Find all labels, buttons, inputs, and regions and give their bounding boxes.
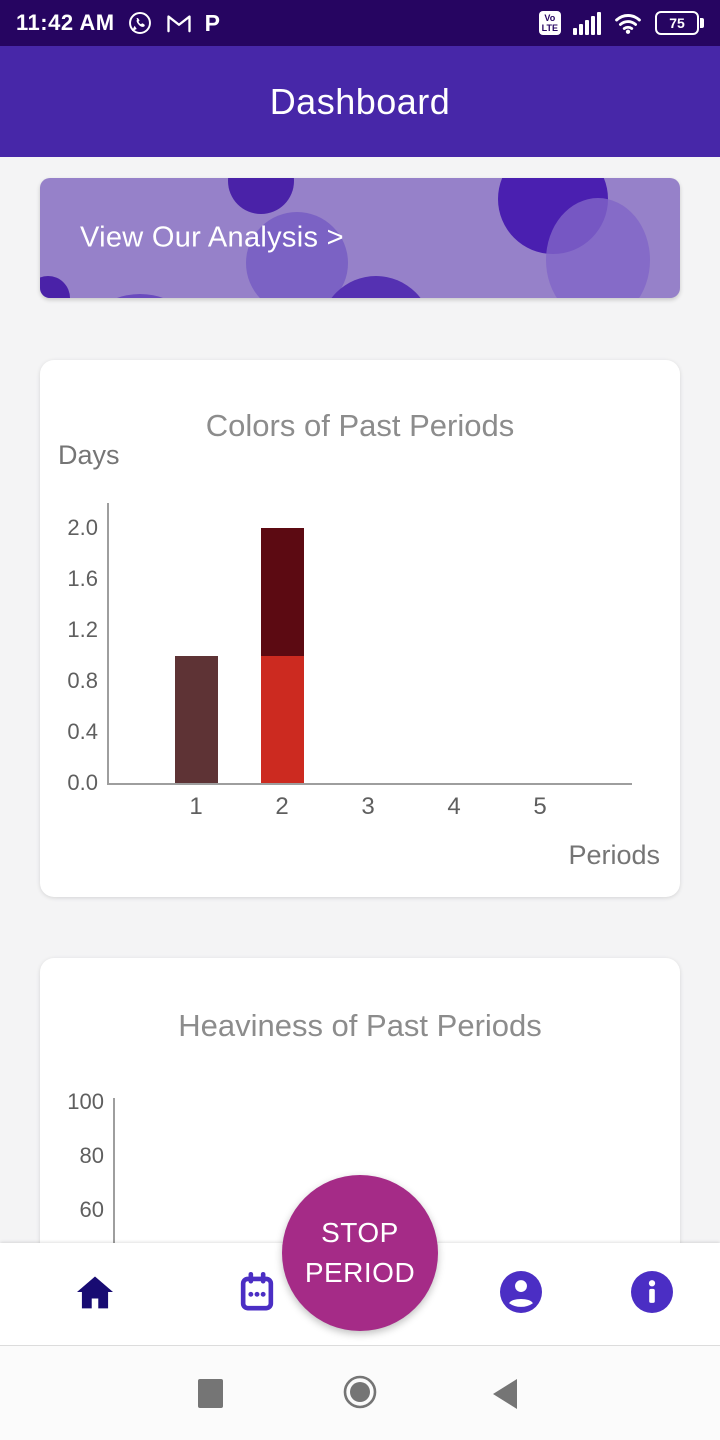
calendar-icon [238, 1271, 276, 1317]
fab-line1: STOP [321, 1217, 399, 1248]
y-tick-label: 60 [79, 1197, 104, 1222]
heaviness-chart-plot: 100 80 60 [40, 958, 680, 1338]
x-tick-label: 5 [533, 793, 547, 820]
home-icon [75, 1274, 115, 1315]
y-tick-label: 2.0 [67, 515, 98, 540]
p-app-icon: P [204, 9, 220, 36]
battery-percent: 75 [669, 15, 685, 31]
x-tick-label: 2 [275, 793, 289, 820]
android-nav-bar [0, 1345, 720, 1440]
square-icon [197, 1379, 223, 1408]
page-title: Dashboard [269, 80, 451, 122]
banner-bubble [546, 198, 650, 298]
y-tick-label: 80 [79, 1143, 104, 1168]
y-axis-label: Days [58, 440, 120, 470]
android-home-button[interactable] [305, 1346, 415, 1440]
chart-title: Heaviness of Past Periods [178, 1008, 542, 1043]
profile-icon [500, 1270, 542, 1318]
status-bar: 11:42 AM P Vo LTE 75 [0, 0, 720, 46]
nav-profile-button[interactable] [476, 1243, 566, 1345]
app-bar: Dashboard [0, 46, 720, 157]
banner-bubble [40, 276, 70, 298]
y-tick-label: 1.6 [67, 566, 98, 591]
colors-chart-card: Colors of Past Periods Days 2.0 1.6 1.2 0.8… [40, 360, 680, 897]
x-axis-label: Periods [568, 840, 660, 870]
stop-period-button[interactable]: STOP PERIOD [282, 1175, 438, 1331]
clock: 11:42 AM [16, 10, 115, 35]
volte-badge: Vo LTE [538, 11, 561, 35]
bar-segment [260, 528, 304, 656]
y-axis [113, 1098, 115, 1338]
x-tick-label: 3 [361, 793, 375, 820]
android-back-button[interactable] [450, 1346, 560, 1440]
android-recents-button[interactable] [155, 1346, 265, 1440]
y-axis [107, 503, 109, 785]
bar-segment [174, 655, 218, 783]
gmail-icon [165, 11, 193, 35]
info-icon [631, 1270, 673, 1318]
y-tick-label: 0.4 [67, 719, 98, 744]
y-tick-label: 0.0 [67, 770, 98, 795]
status-left: 11:42 AM P [16, 10, 220, 37]
y-tick-label: 100 [67, 1089, 104, 1114]
banner-bubble [246, 212, 348, 298]
nav-info-button[interactable] [607, 1243, 697, 1345]
banner-bubble [72, 294, 208, 298]
x-tick-label: 4 [447, 793, 461, 820]
signal-icon [573, 11, 601, 35]
colors-chart-plot: 2.0 1.6 1.2 0.8 0.4 0.0 1 2 3 4 5 [40, 360, 680, 897]
banner-bubble [228, 178, 294, 214]
view-analysis-banner[interactable]: View Our Analysis > [40, 178, 680, 298]
fab-line2: PERIOD [304, 1257, 416, 1288]
nav-calendar-button[interactable] [212, 1243, 302, 1345]
view-analysis-link[interactable]: View Our Analysis > [80, 221, 344, 254]
y-tick-label: 0.8 [67, 668, 98, 693]
wifi-icon [613, 11, 643, 35]
status-right: Vo LTE 75 [538, 11, 704, 35]
x-axis [107, 783, 632, 785]
x-tick-label: 1 [189, 793, 203, 820]
circle-icon [343, 1375, 377, 1412]
back-triangle-icon [493, 1378, 517, 1409]
chart-title: Colors of Past Periods [205, 408, 515, 443]
y-tick-label: 1.2 [67, 617, 98, 642]
bar-segment [260, 655, 304, 783]
nav-home-button[interactable] [50, 1243, 140, 1345]
whatsapp-icon [127, 10, 153, 36]
battery-icon: 75 [655, 11, 704, 35]
